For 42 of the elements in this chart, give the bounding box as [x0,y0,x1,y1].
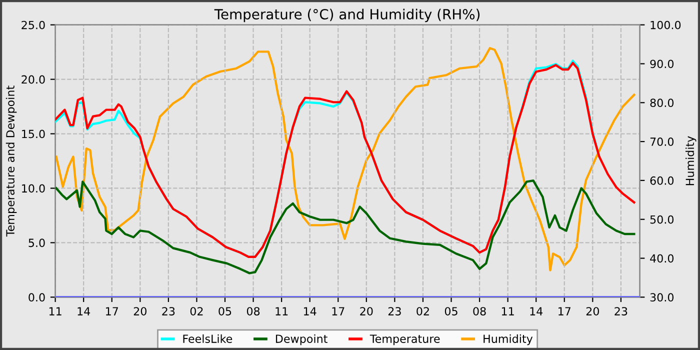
y2-tick-label: 40.0 [650,254,674,263]
y2-tick-label: 70.0 [650,138,674,146]
y-tick-label: 25.0 [22,20,45,30]
x-tick-label: 02 [416,307,429,316]
y2-axis-title: Humidity [686,136,696,186]
x-tick-label: 23 [388,307,401,316]
x-tick-label: 23 [162,307,175,316]
legend-label: Dewpoint [276,334,328,346]
y-tick-label: 20.0 [22,75,45,84]
x-tick-label: 20 [134,307,146,316]
x-tick-label: 11 [502,307,514,316]
x-tick-label: 20 [360,307,373,316]
x-tick-label: 14 [530,307,543,316]
x-tick-label: 02 [190,307,203,316]
x-tick-label: 14 [78,307,90,316]
x-tick-label: 08 [246,307,260,316]
x-tick-label: 17 [332,307,344,316]
x-tick-label: 17 [106,307,118,316]
x-tick-label: 20 [586,307,599,316]
y-tick-label: 5.0 [28,238,45,248]
x-tick-label: 05 [444,307,458,316]
legend-label: Humidity [484,334,533,346]
y-tick-label: 10.0 [22,184,45,193]
y2-tick-label: 100.0 [650,20,681,30]
y-axis-title: Temperature and Dewpoint [6,86,17,237]
x-tick-label: 05 [218,307,232,316]
y-tick-label: 15.0 [22,130,45,138]
x-tick-label: 08 [473,307,486,316]
y-tick-label: 0.0 [28,293,45,302]
y2-tick-label: 30.0 [650,293,674,302]
y2-tick-label: 80.0 [650,98,674,108]
y2-tick-label: 60.0 [650,176,674,185]
x-tick-label: 11 [49,307,62,316]
y2-tick-label: 50.0 [650,215,674,224]
x-tick-label: 11 [276,307,288,316]
x-tick-label: 23 [614,307,628,316]
legend-label: Temperature [370,334,440,346]
x-tick-label: 17 [558,307,570,316]
legend-label: FeelsLike [183,334,232,343]
chart-title: Temperature (°C) and Humidity (RH%) [214,8,480,22]
x-tick-label: 14 [304,307,316,316]
y2-tick-label: 90.0 [650,60,674,68]
